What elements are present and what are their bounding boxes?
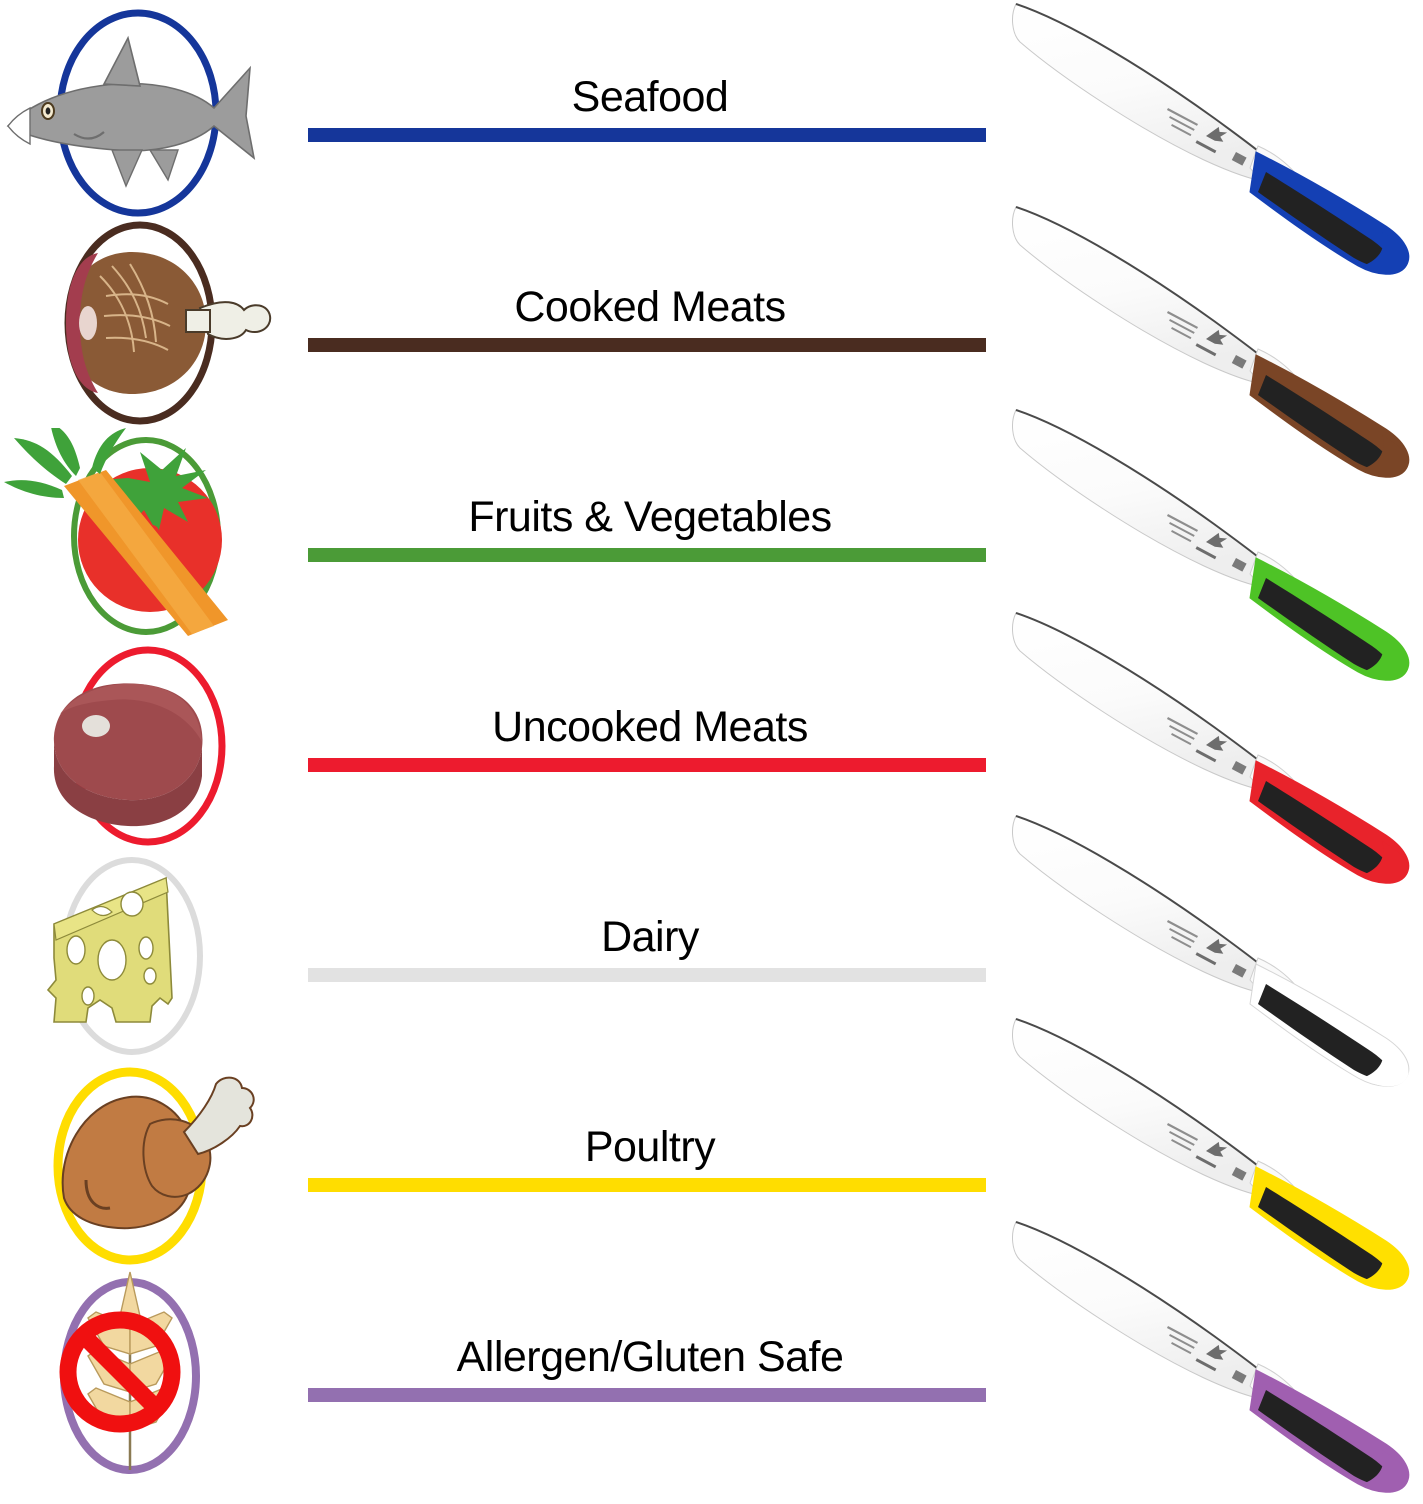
category-label-cell: Cooked Meats — [300, 218, 1000, 428]
chef-knife-green — [1000, 392, 1423, 692]
chef-knife-blue — [1000, 0, 1423, 286]
category-color-bar — [308, 968, 986, 982]
category-label: Dairy — [601, 913, 699, 961]
fish-icon — [0, 8, 300, 218]
tomato-carrot-icon — [0, 428, 300, 638]
category-label: Poultry — [584, 1123, 716, 1171]
chart-row-fruits-vegetables: Fruits & Vegetables — [0, 428, 1423, 638]
category-label-cell: Seafood — [300, 8, 1000, 218]
category-color-bar — [308, 338, 986, 352]
category-label: Cooked Meats — [514, 283, 786, 331]
category-color-bar — [308, 758, 986, 772]
category-label: Allergen/Gluten Safe — [456, 1333, 844, 1381]
ham-icon — [0, 218, 300, 428]
cheese-icon — [0, 848, 300, 1058]
category-color-bar — [308, 1388, 986, 1402]
category-color-bar — [308, 1178, 986, 1192]
category-label-cell: Fruits & Vegetables — [300, 428, 1000, 638]
chart-row-dairy: Dairy — [0, 848, 1423, 1058]
category-label-cell: Dairy — [300, 848, 1000, 1058]
steak-icon — [0, 638, 300, 848]
no-gluten-wheat-icon — [0, 1268, 300, 1478]
category-label: Seafood — [571, 73, 729, 121]
category-label-cell: Allergen/Gluten Safe — [300, 1268, 1000, 1478]
chart-row-uncooked-meats: Uncooked Meats — [0, 638, 1423, 848]
category-color-bar — [308, 548, 986, 562]
chart-row-cooked-meats: Cooked Meats — [0, 218, 1423, 428]
category-label: Fruits & Vegetables — [468, 493, 832, 541]
category-label-cell: Poultry — [300, 1058, 1000, 1268]
poultry-icon — [0, 1058, 300, 1268]
category-label: Uncooked Meats — [492, 703, 808, 751]
chart-row-allergen-gluten-safe: Allergen/Gluten Safe — [0, 1268, 1423, 1478]
chef-knife-white — [1000, 798, 1423, 1098]
chef-knife-red — [1000, 595, 1423, 895]
chart-row-seafood: Seafood — [0, 8, 1423, 218]
category-label-cell: Uncooked Meats — [300, 638, 1000, 848]
chef-knife-brown — [1000, 189, 1423, 489]
chart-row-poultry: Poultry — [0, 1058, 1423, 1268]
chef-knife-purple — [1000, 1204, 1423, 1504]
chef-knife-yellow — [1000, 1001, 1423, 1301]
category-color-bar — [308, 128, 986, 142]
